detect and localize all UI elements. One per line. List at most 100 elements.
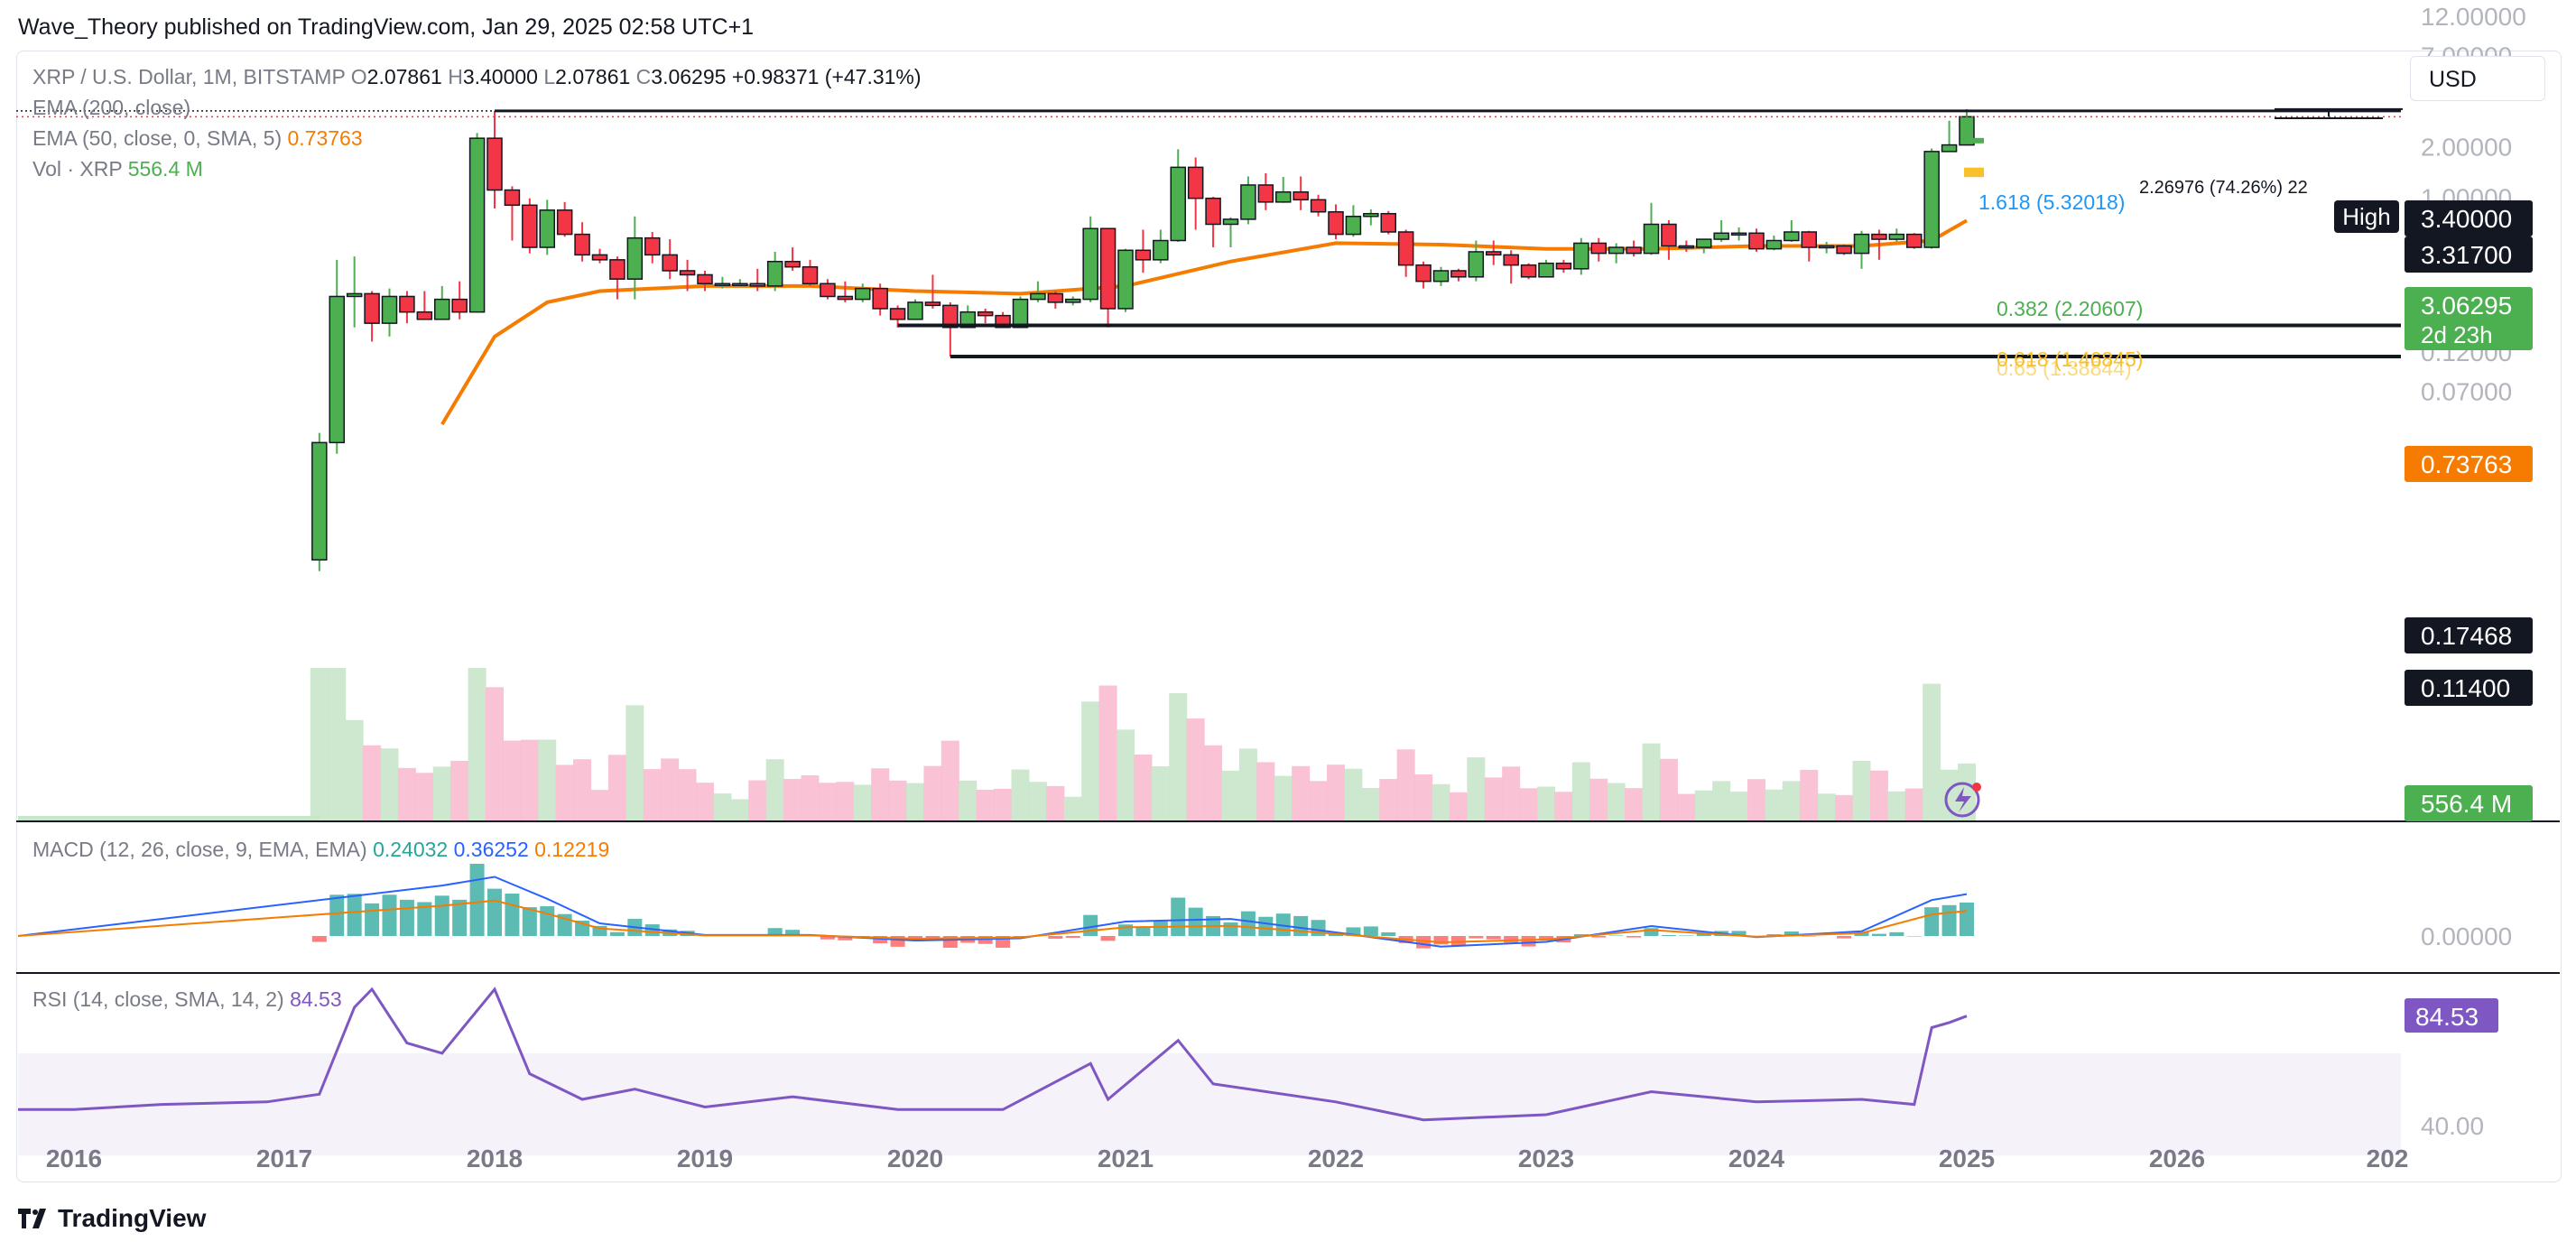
candle [486,110,503,208]
macd-histogram-bar [1171,897,1186,936]
currency-button[interactable]: USD [2410,56,2545,101]
ema50-label[interactable]: EMA (50, close, 0, SMA, 5) [32,126,283,150]
candle-body [1275,190,1292,203]
candle-body [1661,223,1677,247]
legend-vol-row[interactable]: Vol · XRP 556.4 M [32,153,922,184]
volume-bar [1238,748,1257,821]
volume-bar [625,705,644,821]
candle [802,259,819,286]
candle-body [1380,212,1396,233]
candle [732,279,748,286]
macd-label[interactable]: MACD (12, 26, close, 9, EMA, EMA) [32,838,367,861]
volume-bar [1659,758,1678,821]
candle [1380,210,1396,235]
candle-body [574,233,590,256]
volume-bar [730,799,749,821]
candle [609,256,625,300]
volume-bar [1046,785,1065,821]
candle [1450,268,1467,282]
volume-bar [976,789,995,821]
candle [539,199,555,255]
rsi-label[interactable]: RSI (14, close, SMA, 14, 2) [32,987,284,1011]
candle [1923,148,1940,249]
candle-body [1240,184,1256,220]
price-axis-label-subtext: 2d 23h [2421,321,2493,348]
macd-histogram-bar [890,936,905,947]
candle-body [1818,245,1835,249]
candle [1222,217,1239,248]
macd-legend[interactable]: MACD (12, 26, close, 9, EMA, EMA) 0.2403… [32,838,609,862]
candle-body [1573,242,1589,270]
volume-bar [520,739,539,821]
tradingview-logo[interactable]: TradingView [18,1204,206,1233]
candle-body [1310,199,1327,213]
macd-signal-value: 0.12219 [534,838,610,861]
macd-histogram-bar [1854,931,1869,936]
rsi-legend[interactable]: RSI (14, close, SMA, 14, 2) 84.53 [32,987,342,1012]
candle [329,259,345,454]
volume-bar [1098,685,1117,821]
candle [1784,220,1800,242]
candle [1836,244,1852,255]
macd-histogram-bar [1802,936,1817,937]
candle [1468,240,1485,282]
ema200-label[interactable]: EMA (200, close) [32,96,191,119]
volume-bar [643,769,662,821]
macd-histogram-bar [1065,936,1080,939]
macd-histogram-bar [1766,934,1782,936]
symbol-label[interactable]: XRP / U.S. Dollar, 1M, BITSTAMP [32,65,346,88]
macd-histogram-bar [1048,936,1063,940]
candle-body [451,298,468,313]
rsi-value: 84.53 [290,987,342,1011]
candle-body [626,236,644,280]
volume-label[interactable]: Vol · XRP [32,157,123,181]
macd-histogram-bar [1521,936,1536,947]
candle [1135,229,1152,273]
macd-histogram-bar [1469,936,1484,939]
candle [697,270,713,292]
macd-histogram-bar [365,903,380,936]
macd-histogram-bar [873,936,888,944]
close-label: C [635,65,652,88]
candle [1643,202,1660,255]
candle [1713,220,1729,242]
candle [399,291,415,324]
measure-label: 2.26976 (74.26%) 22 [2139,178,2308,198]
volume-bar [450,760,469,821]
candle [626,216,644,300]
macd-histogram-bar [1941,904,1957,936]
candle [504,186,521,241]
candle [1888,228,1905,242]
volume-bar [923,765,942,821]
volume-bar [1292,765,1311,821]
rsi-layer [18,987,2401,1156]
candle [1486,240,1502,265]
volume-bar [1361,788,1380,821]
price-axis-label-bg [2405,617,2533,653]
macd-histogram-bar [838,936,853,941]
volume-bar [1028,782,1047,821]
candle [1590,237,1607,262]
fib-layer: 1.618 (5.32018) 0.382 (2.20607) 0.618 (1.4… [1964,137,2143,380]
macd-histogram-bar [1661,934,1676,936]
candle [1555,259,1572,273]
y-tick-label: 12.00000 [2421,3,2526,31]
candle-body [1608,246,1625,255]
legend-ema50-row[interactable]: EMA (50, close, 0, SMA, 5) 0.73763 [32,123,922,153]
legend-ema200-row[interactable]: EMA (200, close) [32,92,922,123]
volume-bar [818,783,837,821]
candle [1153,229,1169,264]
candle [451,281,468,320]
candle [1661,220,1677,260]
y-tick-label: 0.07000 [2421,377,2512,405]
legend-ohlc-row[interactable]: XRP / U.S. Dollar, 1M, BITSTAMP O2.07861… [32,61,922,92]
volume-bar [696,783,714,821]
candle [1293,176,1309,210]
volume-bar [1765,789,1784,821]
candle-body [1135,249,1152,261]
volume-bar [1817,793,1836,821]
candle [662,239,678,280]
candle [1310,194,1327,217]
